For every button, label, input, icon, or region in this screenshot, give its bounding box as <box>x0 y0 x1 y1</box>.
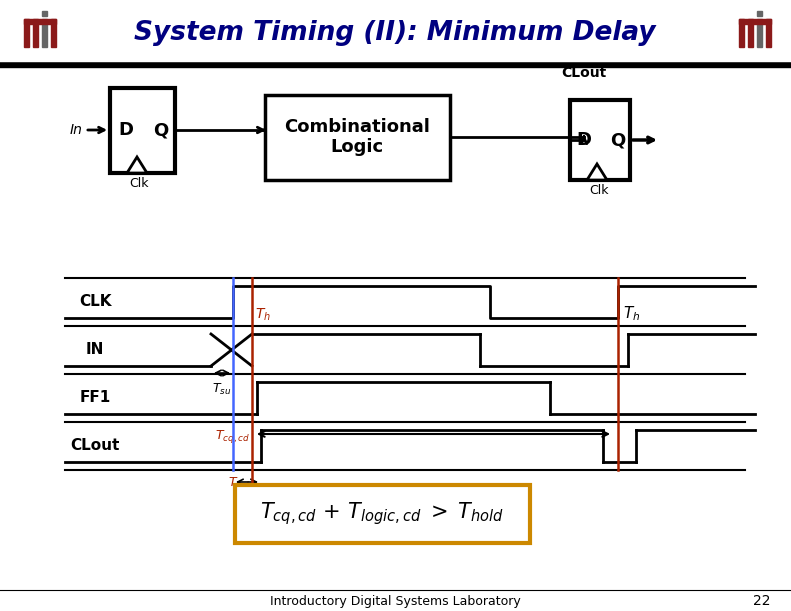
Text: $T_{cq,cd}$$\,+\,T_{logic,cd}$$\;>\;T_{hold}$: $T_{cq,cd}$$\,+\,T_{logic,cd}$$\;>\;T_{h… <box>260 500 504 527</box>
Bar <box>265 95 450 180</box>
Polygon shape <box>127 157 147 173</box>
Text: Q: Q <box>153 121 168 139</box>
Text: System Timing (II): Minimum Delay: System Timing (II): Minimum Delay <box>134 20 656 46</box>
Text: $T_{cq,cd}$: $T_{cq,cd}$ <box>215 428 250 445</box>
Bar <box>570 100 630 180</box>
Text: CLK: CLK <box>79 295 112 310</box>
Text: FF1: FF1 <box>79 390 111 406</box>
Polygon shape <box>587 164 607 180</box>
Bar <box>766 19 771 47</box>
Text: $T_{su}$: $T_{su}$ <box>212 382 231 397</box>
Text: CLout: CLout <box>70 439 119 453</box>
Text: Introductory Digital Systems Laboratory: Introductory Digital Systems Laboratory <box>270 595 520 607</box>
Text: In: In <box>69 123 82 137</box>
Text: 22: 22 <box>753 594 770 608</box>
Bar <box>51 19 56 47</box>
Text: $T_h$: $T_h$ <box>623 304 641 323</box>
Bar <box>739 19 771 24</box>
Text: D: D <box>119 121 134 139</box>
Bar <box>748 19 753 47</box>
Text: D: D <box>577 131 592 149</box>
Text: $T_{lcd}$: $T_{lcd}$ <box>228 476 250 491</box>
Text: Logic: Logic <box>331 138 384 156</box>
Text: Clk: Clk <box>589 184 609 197</box>
Bar <box>24 19 56 24</box>
Bar <box>739 19 744 47</box>
Text: Q: Q <box>611 131 626 149</box>
Text: Combinational: Combinational <box>284 118 430 136</box>
Bar <box>757 19 762 47</box>
Text: CLout: CLout <box>562 66 607 80</box>
Bar <box>24 19 29 47</box>
Text: Clk: Clk <box>129 177 149 190</box>
Bar <box>757 11 762 16</box>
Bar <box>110 88 175 173</box>
Bar <box>42 11 47 16</box>
Bar <box>235 485 530 543</box>
Text: $T_h$: $T_h$ <box>255 307 271 323</box>
Bar <box>42 19 47 47</box>
Bar <box>33 19 38 47</box>
Text: IN: IN <box>85 343 104 357</box>
